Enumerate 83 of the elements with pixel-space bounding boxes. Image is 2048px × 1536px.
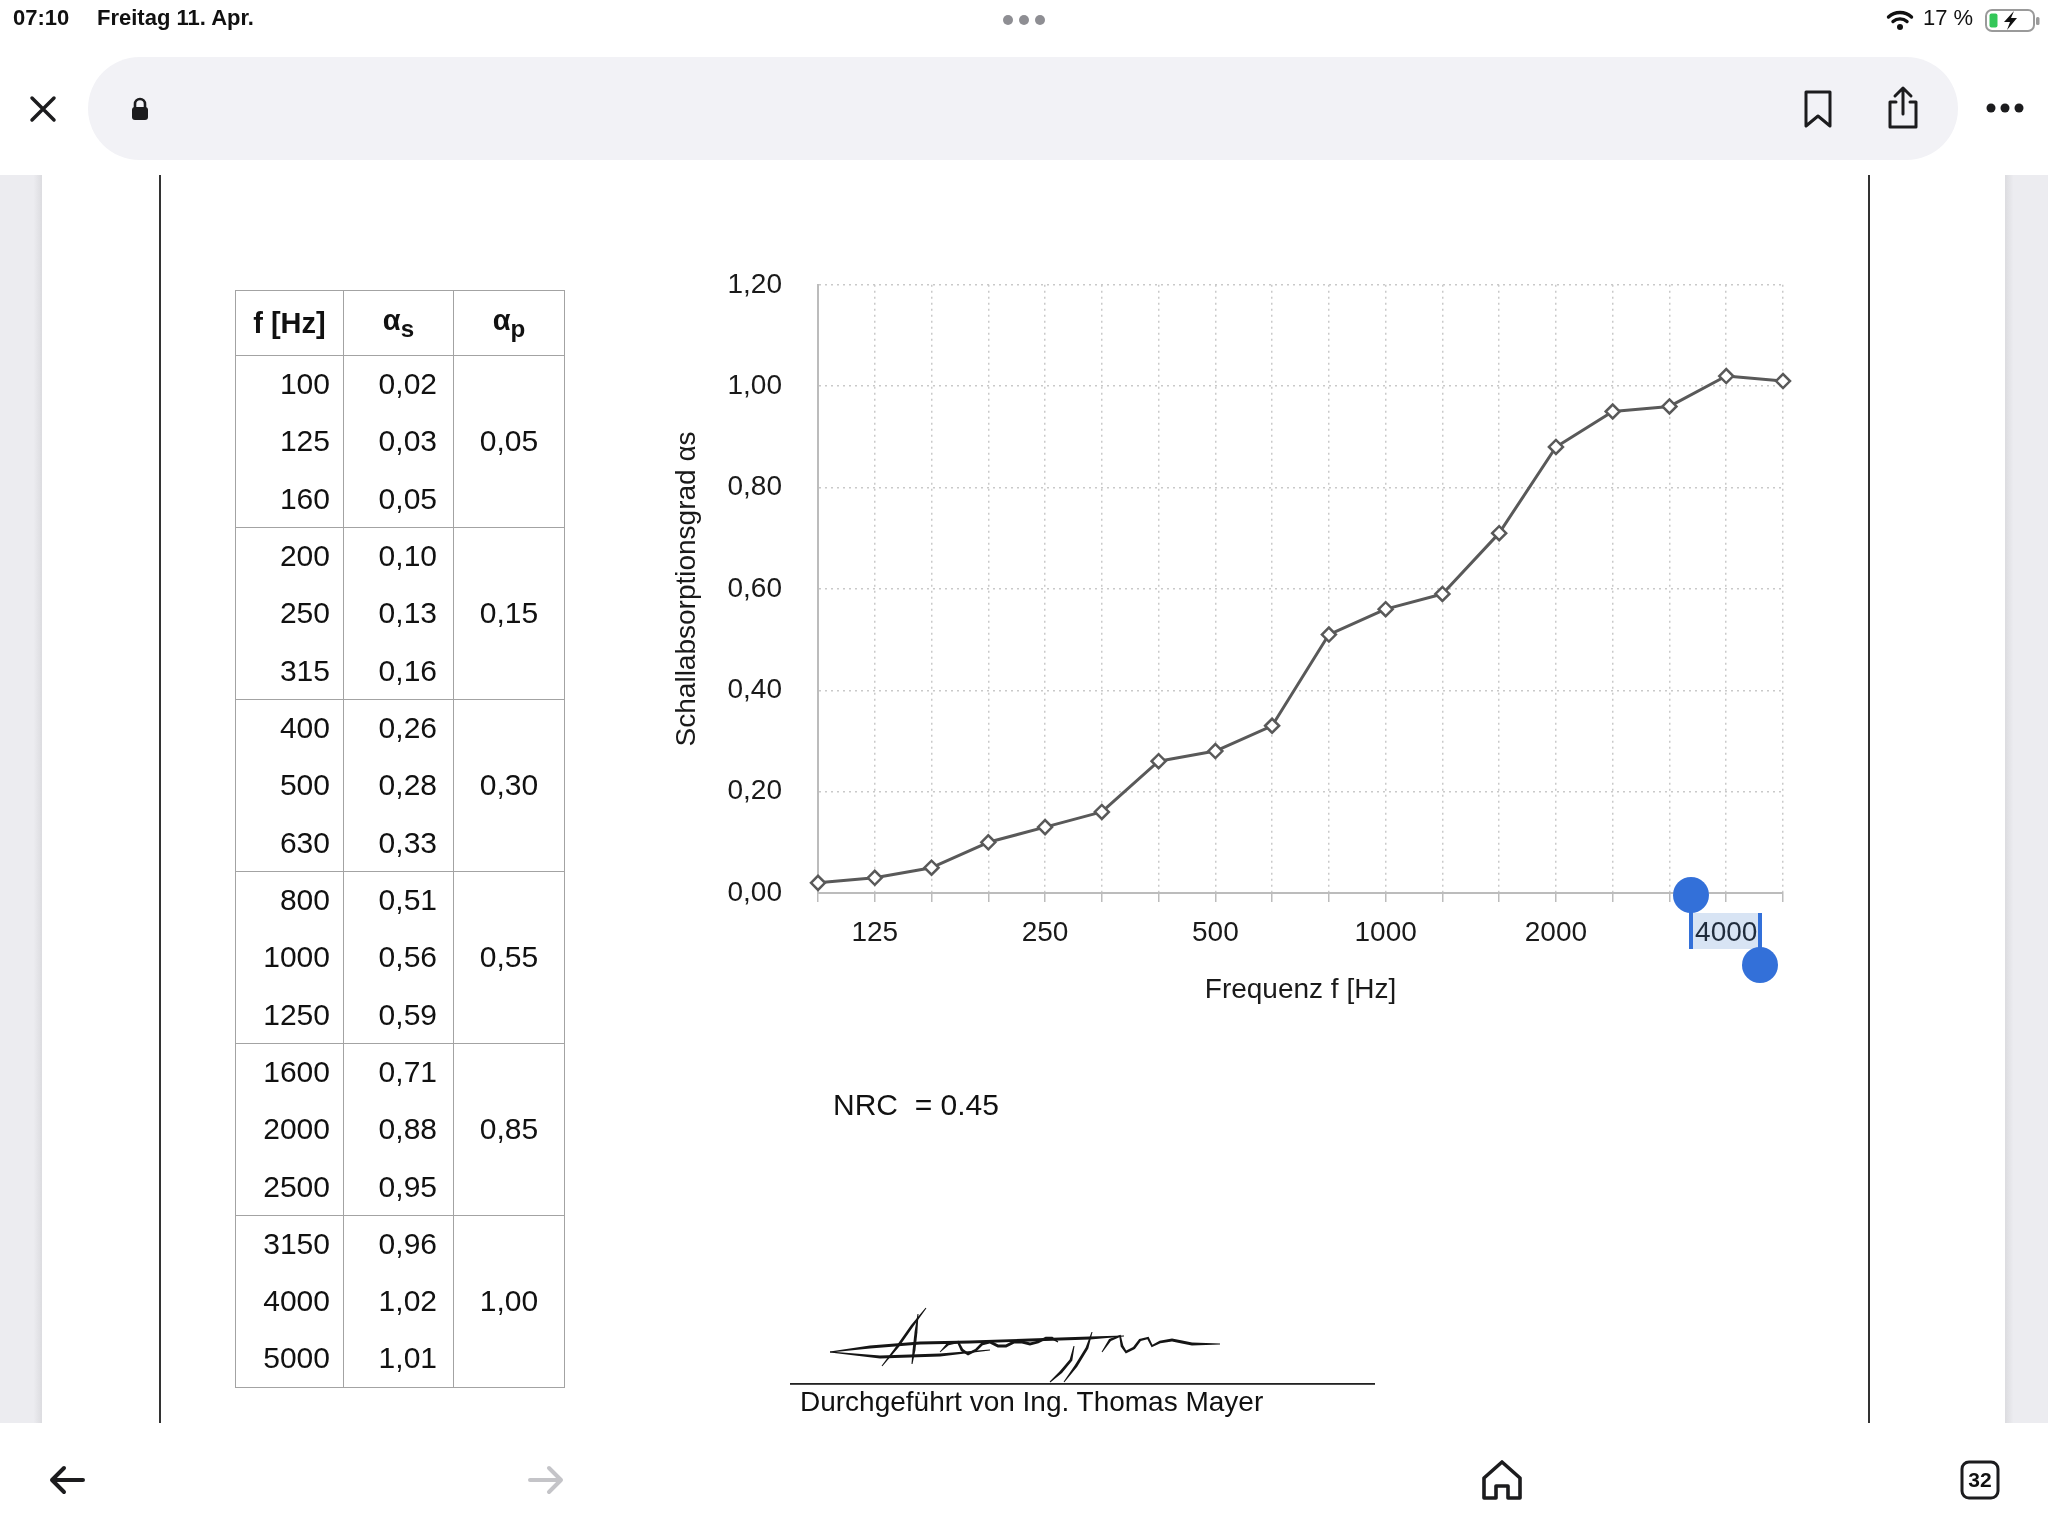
data-label: 0,71	[343, 1043, 454, 1101]
x-tick-label: 4000	[1695, 915, 1758, 947]
category-label: 5000	[262, 1340, 331, 1377]
data-label: 0,56	[377, 939, 438, 976]
category-label: 400	[235, 699, 344, 757]
category-label: 2500	[262, 1168, 331, 1205]
category-label: 125	[278, 423, 331, 460]
point	[1547, 438, 1565, 456]
data-label: 0,05	[453, 355, 565, 528]
text: α$_{p}$	[491, 302, 527, 344]
category-label: 500	[278, 767, 331, 804]
data-label: 0,95	[377, 1168, 438, 1205]
data-label: 0,10	[343, 527, 454, 585]
data-label: 0,26	[343, 699, 454, 757]
category-label: 160	[278, 480, 331, 517]
data-label: 0,28	[377, 767, 438, 804]
text: NRC = 0.45	[833, 1088, 999, 1123]
point	[1490, 524, 1508, 542]
y-tick-label: 1,00	[727, 368, 782, 400]
category-label: 630	[278, 824, 331, 861]
category-label: 1600	[235, 1043, 344, 1101]
data-label: 0,03	[377, 423, 438, 460]
data-label: 0,13	[377, 595, 438, 632]
x-tick-label: 125	[851, 915, 899, 947]
y-tick-label: 0,80	[727, 470, 782, 502]
data-label: 0,15	[453, 527, 565, 700]
category-label: 4000	[262, 1283, 331, 1320]
y-tick-label: 0,00	[727, 875, 782, 907]
category-label: 1250	[262, 996, 331, 1033]
point	[1207, 742, 1224, 760]
data-label: 0,88	[377, 1111, 438, 1148]
text: α$_{s}$	[381, 302, 416, 344]
text: f [Hz]	[252, 305, 327, 341]
category-label: 100	[235, 355, 344, 413]
category-label: 200	[235, 527, 344, 585]
point	[980, 834, 997, 851]
point	[1774, 372, 1792, 390]
text: Freitag 11. Apr.	[97, 5, 254, 32]
data-label: 0,96	[343, 1215, 454, 1273]
data-label: 1,02	[377, 1283, 438, 1320]
y-tick-label: 0,20	[727, 774, 782, 806]
category-label: 315	[278, 652, 331, 689]
y-tick-label: 0,60	[727, 571, 782, 603]
text: 17 %	[1923, 5, 1974, 32]
data-label: 0,02	[343, 355, 454, 413]
point	[1263, 717, 1281, 734]
data-label: 0,16	[377, 652, 438, 689]
point	[1434, 585, 1451, 603]
category-label: 1000	[262, 939, 331, 976]
data-label: 0,85	[453, 1043, 565, 1216]
point	[1320, 626, 1338, 643]
data-label: 1,00	[453, 1215, 565, 1388]
data-label: 1,01	[377, 1340, 438, 1377]
category-label: 2000	[262, 1111, 331, 1148]
x-axis-title: Frequenz f [Hz]	[1204, 972, 1397, 1004]
point	[1036, 818, 1054, 836]
point	[1661, 398, 1678, 415]
data-label: 0,05	[377, 480, 438, 517]
point	[1150, 752, 1167, 770]
x-tick-label: 1000	[1354, 915, 1417, 947]
category-label: 250	[278, 595, 331, 632]
data-label: 0,59	[377, 996, 438, 1033]
category-label: 3150	[235, 1215, 344, 1273]
x-tick-label: 2000	[1524, 915, 1588, 947]
data-label: 0,30	[453, 699, 565, 872]
point	[1377, 600, 1394, 618]
text: 07:10	[13, 5, 70, 32]
point	[1604, 403, 1621, 420]
y-axis-title: Schallabsorptionsgrad αs	[669, 431, 701, 747]
point	[923, 859, 940, 876]
point	[809, 874, 827, 892]
data-label: 0,51	[343, 871, 454, 929]
y-tick-label: 1,20	[727, 267, 782, 299]
data-label: 0,55	[453, 871, 565, 1044]
data-label: 0,33	[377, 824, 438, 861]
text: Durchgeführt von Ing. Thomas Mayer	[800, 1386, 1264, 1419]
point	[1093, 803, 1111, 821]
point	[866, 869, 884, 887]
point	[1717, 367, 1735, 385]
category-label: 800	[235, 871, 344, 929]
x-tick-label: 500	[1191, 915, 1239, 947]
y-tick-label: 0,40	[727, 672, 782, 704]
x-tick-label: 250	[1021, 915, 1069, 947]
